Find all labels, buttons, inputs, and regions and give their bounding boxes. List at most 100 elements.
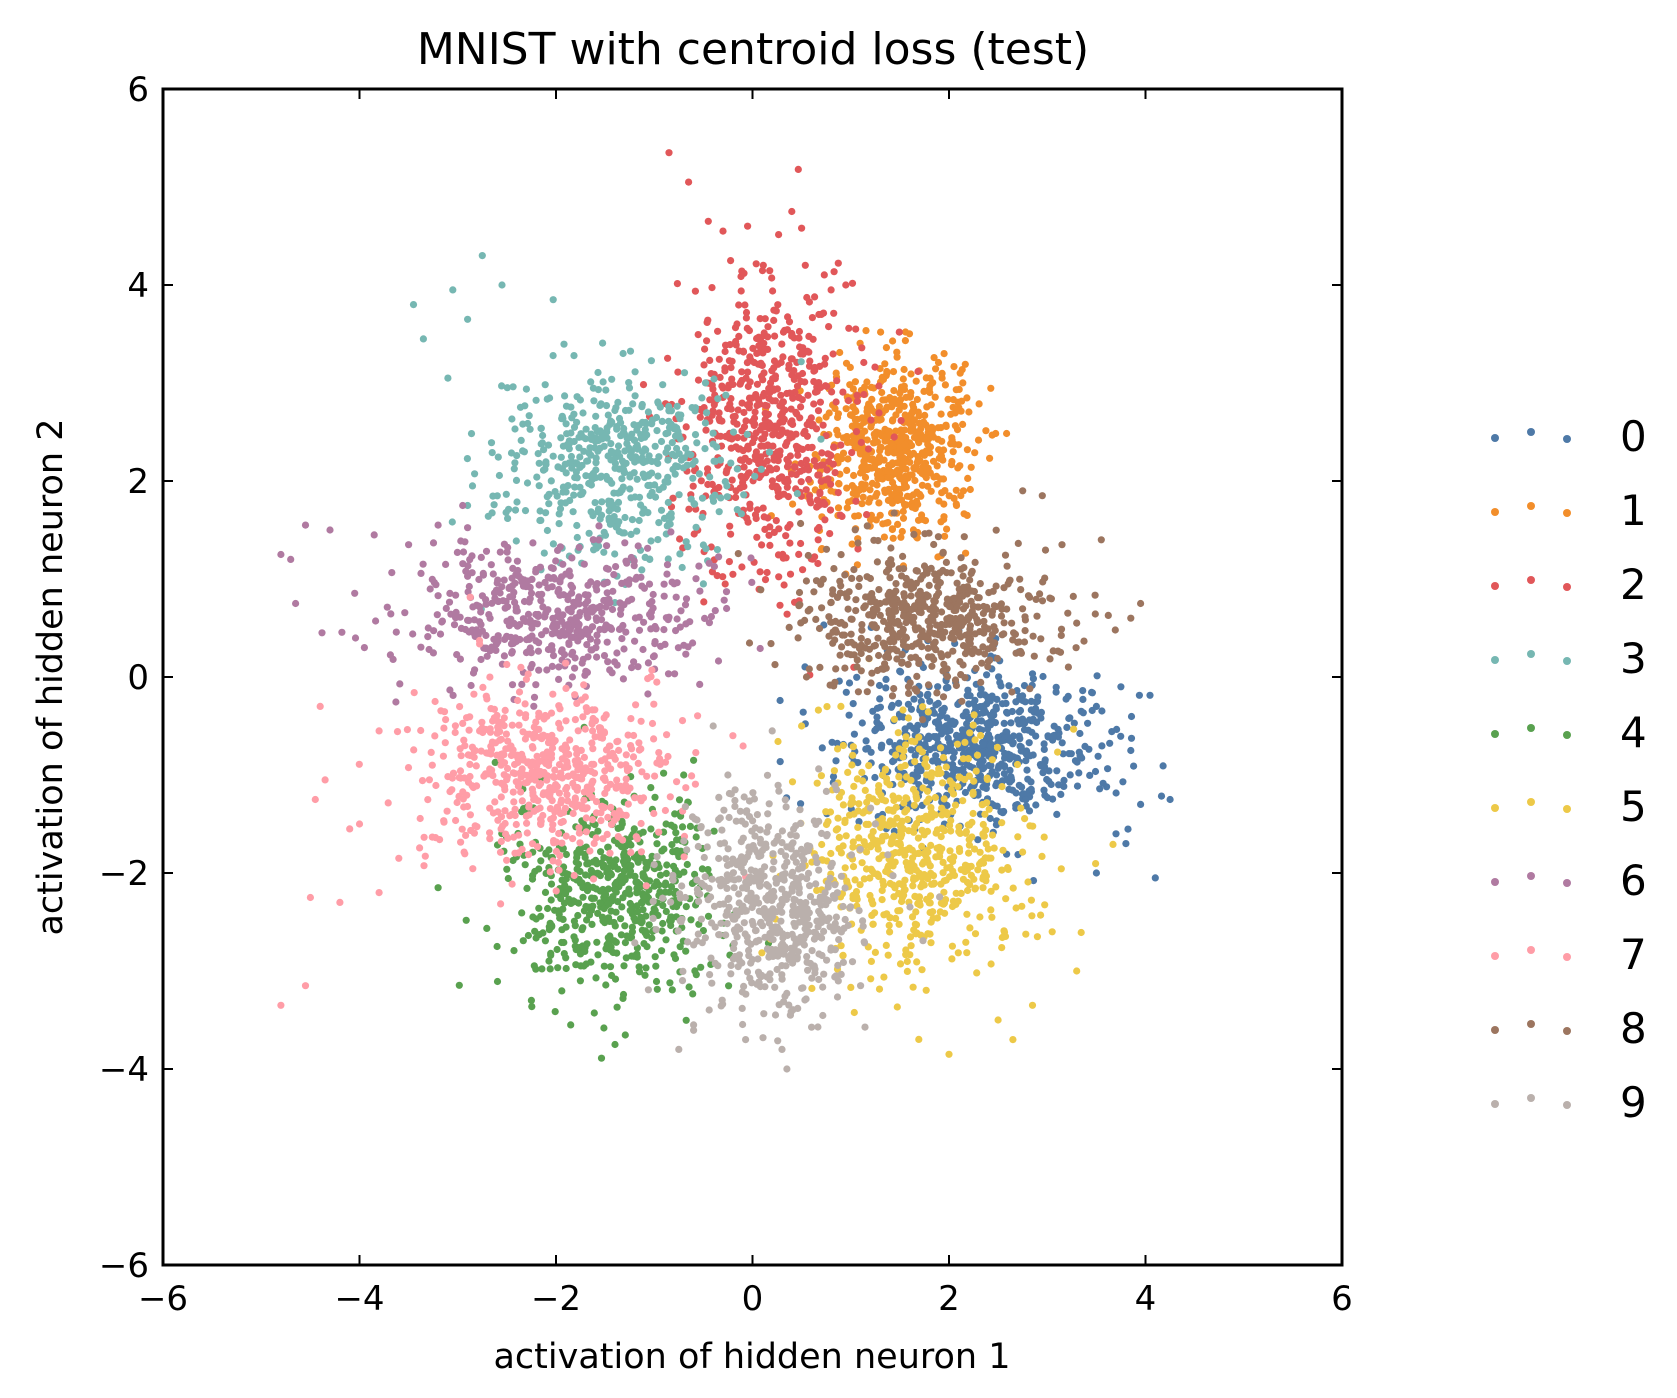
point (998, 944, 1006, 952)
point (570, 871, 578, 880)
point (930, 709, 938, 717)
point (542, 627, 550, 635)
point (882, 941, 890, 950)
point (746, 353, 754, 361)
point (642, 882, 650, 890)
point (549, 452, 557, 460)
point (941, 381, 950, 389)
point (893, 839, 901, 847)
point (959, 379, 967, 387)
point (875, 786, 883, 794)
point (493, 579, 501, 587)
point (799, 566, 807, 574)
point (787, 355, 795, 363)
point (604, 900, 613, 908)
point (711, 457, 720, 465)
point (535, 459, 543, 467)
point (942, 808, 950, 816)
point (828, 388, 836, 396)
point (909, 983, 917, 991)
point (425, 776, 433, 784)
point (615, 518, 623, 526)
point (771, 332, 779, 340)
point (932, 365, 940, 373)
point (704, 465, 712, 473)
point (600, 528, 608, 536)
point (535, 725, 543, 734)
point (565, 567, 573, 575)
point (815, 471, 823, 479)
point (978, 726, 986, 734)
point (482, 631, 490, 640)
point (740, 463, 748, 471)
point (858, 859, 866, 867)
point (372, 617, 380, 625)
point (555, 675, 563, 684)
point (573, 533, 581, 542)
point (654, 472, 662, 480)
point (533, 843, 542, 851)
point (918, 826, 926, 834)
point (923, 403, 931, 411)
point (467, 681, 475, 690)
point (531, 867, 539, 876)
point (619, 990, 628, 999)
point (641, 929, 649, 937)
point (896, 667, 904, 675)
point (935, 843, 943, 851)
point (621, 539, 629, 547)
point (602, 386, 610, 394)
point (549, 821, 557, 829)
point (635, 626, 644, 634)
point (582, 625, 590, 633)
point (535, 709, 543, 717)
point (998, 783, 1006, 791)
point (904, 700, 913, 708)
point (732, 493, 740, 501)
point (752, 260, 760, 268)
point (559, 488, 567, 496)
point (766, 523, 774, 531)
point (600, 652, 609, 660)
point (980, 832, 988, 840)
point (992, 771, 1001, 779)
point (897, 780, 905, 788)
point (722, 588, 731, 596)
point (549, 652, 558, 660)
point (645, 452, 653, 460)
point (775, 525, 783, 533)
point (524, 419, 532, 428)
point (883, 437, 891, 445)
point (442, 560, 450, 569)
point (962, 938, 970, 946)
point (764, 333, 772, 341)
point (499, 597, 507, 605)
point (692, 749, 700, 757)
point (540, 715, 548, 723)
point (738, 368, 746, 376)
point (503, 384, 511, 392)
point (603, 830, 611, 839)
point (592, 459, 600, 467)
point (810, 400, 818, 408)
point (897, 712, 905, 720)
point (469, 603, 477, 611)
point (940, 795, 948, 803)
point (834, 413, 842, 421)
point (799, 708, 807, 716)
point (884, 444, 892, 453)
point (675, 491, 683, 499)
point (453, 798, 461, 807)
point (471, 470, 479, 478)
point (785, 361, 793, 369)
point (698, 494, 707, 502)
point (607, 440, 615, 448)
point (662, 936, 670, 944)
point (768, 367, 776, 375)
point (849, 863, 858, 871)
point (942, 558, 951, 567)
point (956, 847, 964, 856)
point (593, 631, 601, 639)
point (902, 465, 910, 473)
point (878, 837, 886, 845)
